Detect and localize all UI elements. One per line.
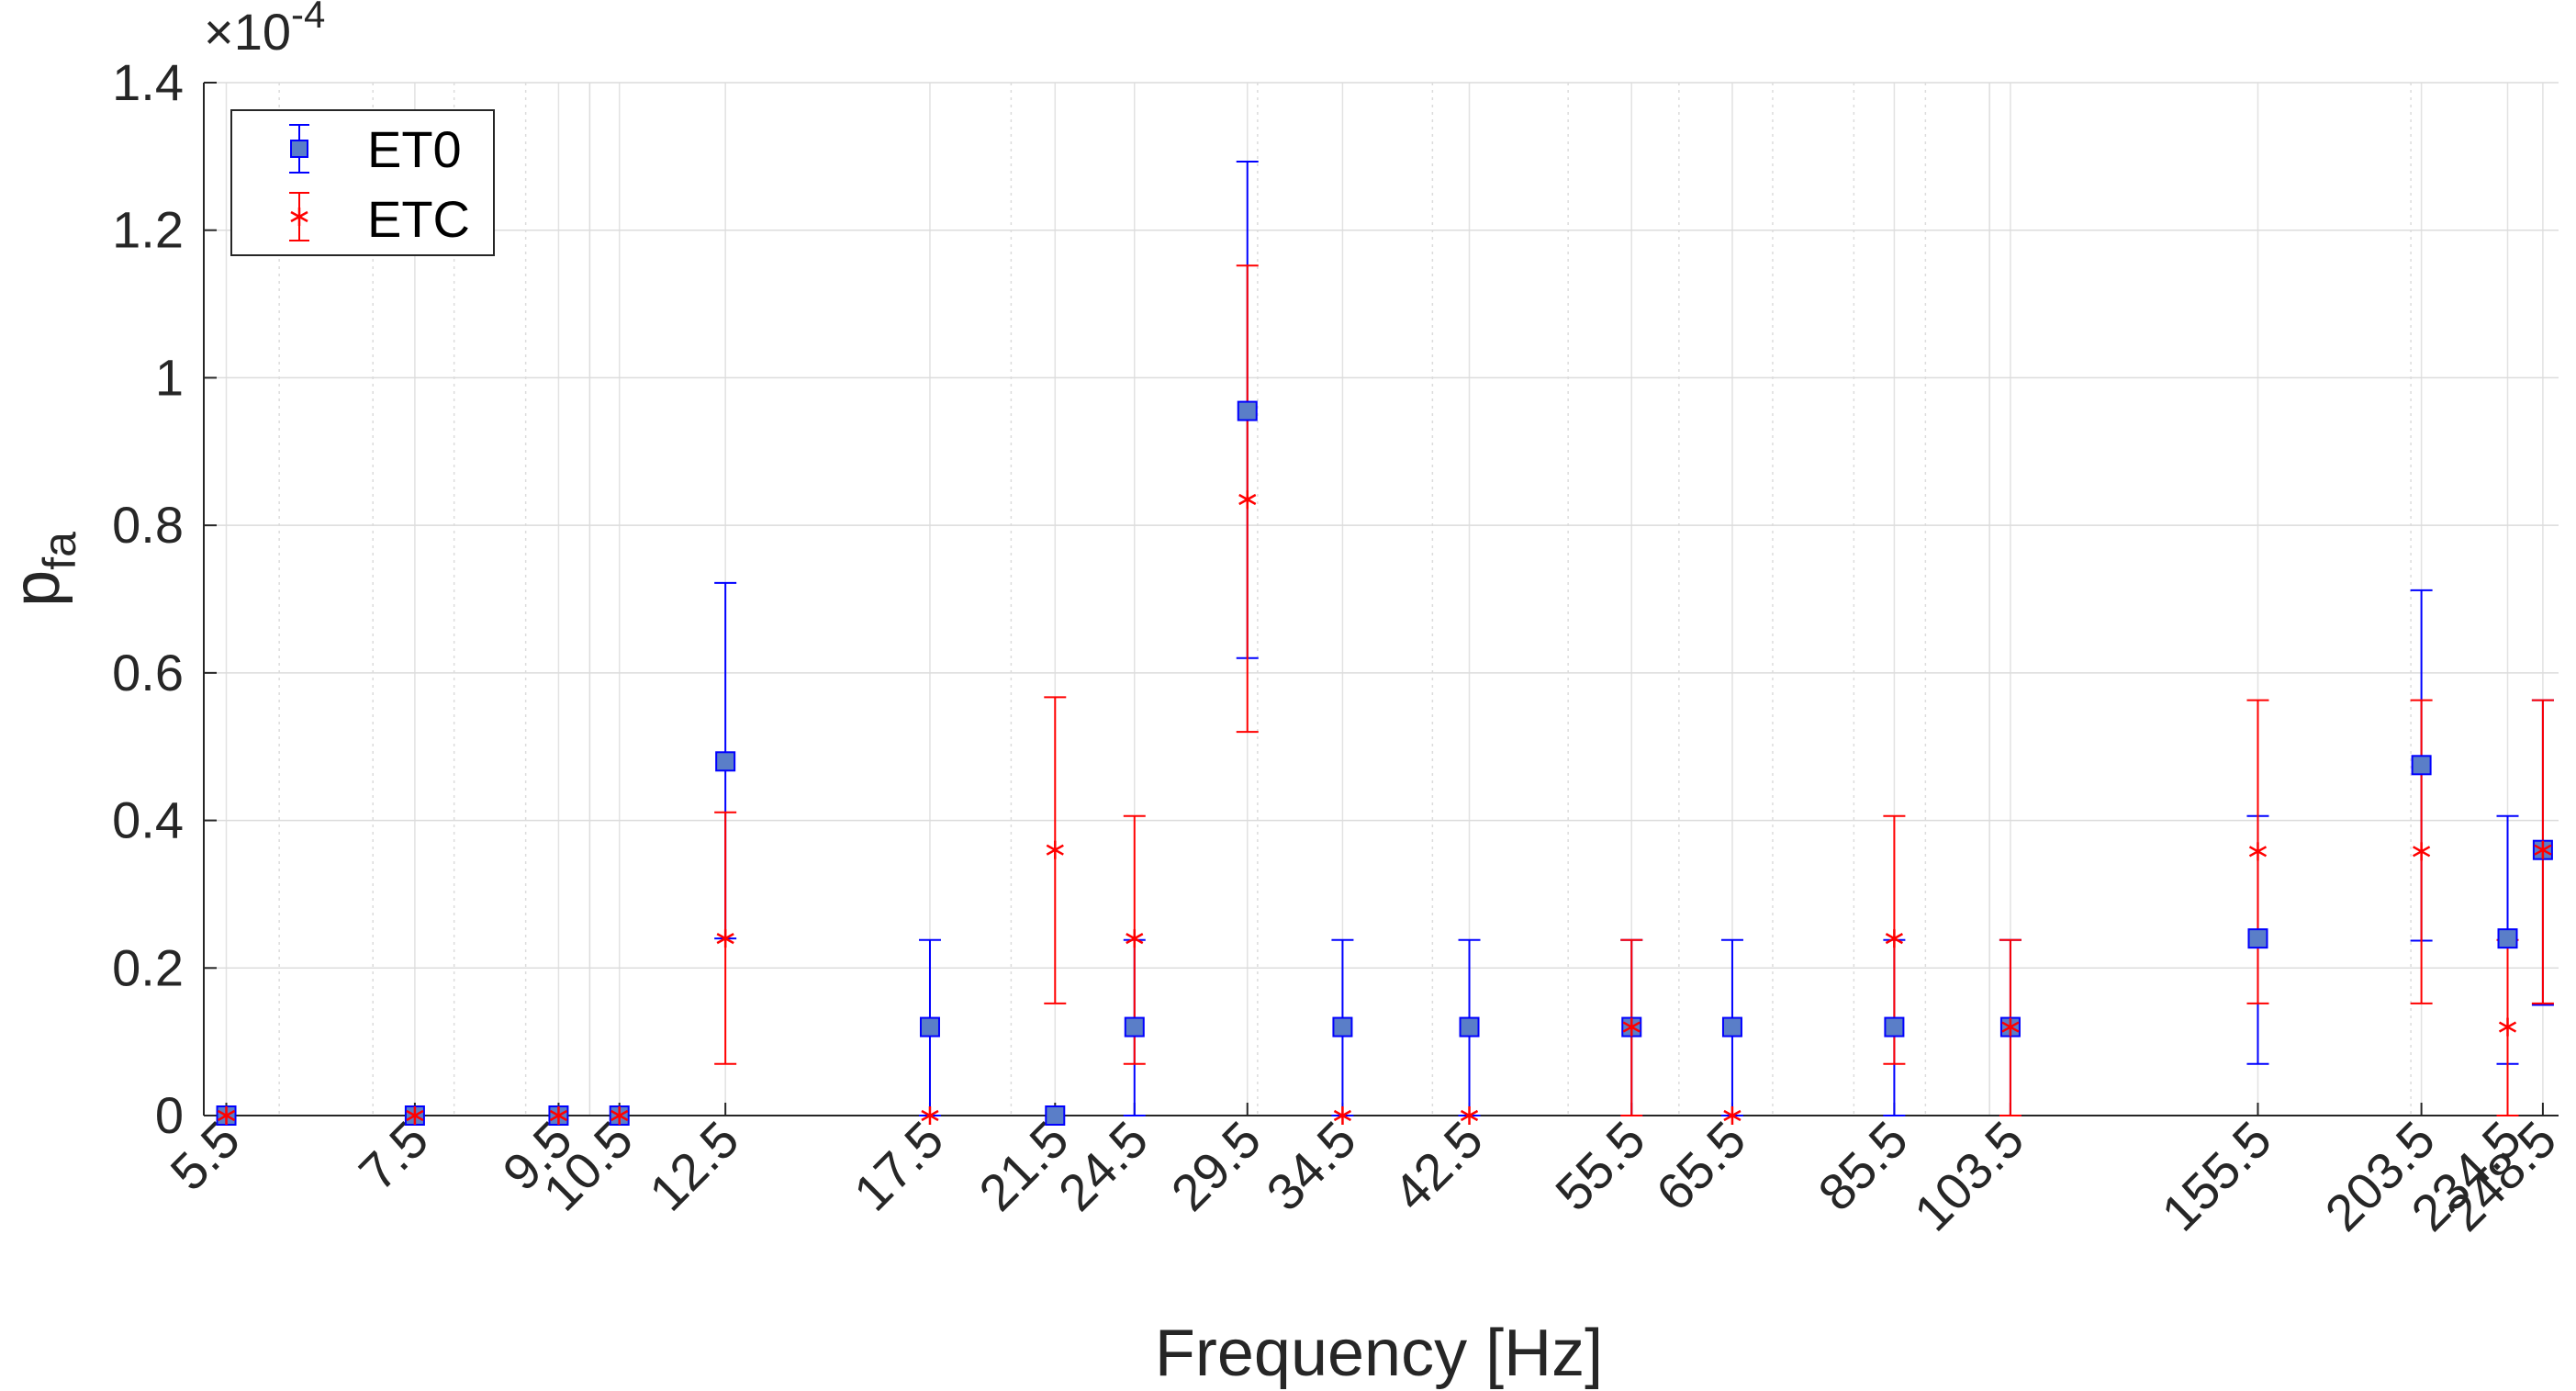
x-tick-labels: 5.5 7.5 9.510.512.5 17.5 21.524.5 29.534.5 42.… xyxy=(159,1110,2567,1242)
etc-point xyxy=(921,1106,939,1125)
y-tick-label: 1.4 xyxy=(112,53,184,111)
x-tick-label: 34.5 xyxy=(1255,1110,1367,1222)
etc-point-stroke xyxy=(549,1109,568,1122)
etc-point-stroke xyxy=(2248,846,2268,858)
legend-square-marker xyxy=(290,140,308,158)
legend-box xyxy=(230,109,495,256)
etc-point xyxy=(217,1106,236,1125)
markers xyxy=(216,400,2553,1126)
etc-point xyxy=(1333,1106,1352,1125)
etc-point xyxy=(1238,490,1257,510)
x-tick-label: 85.5 xyxy=(1807,1110,1919,1222)
y-tick-label: 0.6 xyxy=(112,644,184,701)
et0-point xyxy=(715,751,736,772)
y-tick-label: 0.2 xyxy=(112,938,184,996)
svg-text:pfa: pfa xyxy=(0,532,85,607)
etc-point-stroke xyxy=(1885,933,1904,945)
et0-point xyxy=(1124,1016,1145,1038)
y-tick-label: 0.4 xyxy=(112,791,184,849)
et0-point xyxy=(2411,755,2432,776)
x-tick-label: 103.5 xyxy=(1903,1110,2035,1242)
etc-point-stroke xyxy=(2001,1021,2020,1033)
etc-point xyxy=(2248,842,2268,861)
etc-point xyxy=(1723,1106,1742,1125)
y-tick-labels: 0 0.2 0.4 0.6 0.8 1 1.2 1.4 xyxy=(112,53,184,1144)
x-tick-label: 155.5 xyxy=(2150,1110,2282,1242)
etc-point-stroke xyxy=(1622,1021,1641,1033)
grid xyxy=(204,82,2559,1116)
y-tick-label: 0.8 xyxy=(112,496,184,554)
error-bars xyxy=(714,160,2554,1116)
etc-point-stroke xyxy=(1046,844,1064,856)
etc-point xyxy=(610,1106,629,1125)
et0-point xyxy=(1721,1016,1742,1038)
etc-point-stroke xyxy=(2413,846,2431,858)
etc-point xyxy=(1126,929,1144,948)
etc-point xyxy=(1885,929,1904,948)
etc-point xyxy=(2534,840,2552,859)
y-axis-label-sub: fa xyxy=(34,532,85,570)
et0-point xyxy=(1332,1016,1353,1038)
etc-point-stroke xyxy=(1333,1109,1352,1122)
legend: ET0 ETC xyxy=(230,109,495,256)
y-axis-exponent: ×10-4 xyxy=(204,0,325,61)
etc-point xyxy=(1622,1017,1641,1037)
x-tick-label: 17.5 xyxy=(843,1110,955,1222)
etc-point-stroke xyxy=(1460,1109,1479,1122)
x-tick-label: 12.5 xyxy=(638,1110,750,1222)
axes xyxy=(203,82,2559,1116)
x-axis-label: Frequency [Hz] xyxy=(1155,1317,1603,1390)
et0-point xyxy=(1459,1016,1480,1038)
etc-point-stroke xyxy=(1238,493,1257,506)
etc-point xyxy=(2001,1017,2020,1037)
etc-point-stroke xyxy=(1723,1109,1742,1122)
x-tick-label: 29.5 xyxy=(1160,1110,1272,1222)
x-tick-label: 42.5 xyxy=(1382,1110,1494,1222)
et0-point xyxy=(2247,928,2268,949)
y-axis-exponent-power: -4 xyxy=(291,0,325,36)
et0-point xyxy=(1237,400,1258,421)
legend-label-et0: ET0 xyxy=(367,120,462,178)
etc-point-stroke xyxy=(921,1109,939,1122)
etc-point-stroke xyxy=(716,933,734,945)
etc-point-stroke xyxy=(2498,1021,2517,1033)
x-tick-label: 7.5 xyxy=(348,1110,440,1202)
etc-point xyxy=(1460,1106,1479,1125)
x-tick-label: 55.5 xyxy=(1544,1110,1656,1222)
y-tick-label: 1 xyxy=(155,348,184,406)
x-tick-label: 24.5 xyxy=(1047,1110,1159,1222)
etc-point-stroke xyxy=(217,1109,236,1122)
etc-point-stroke xyxy=(1126,933,1144,945)
etc-point-stroke xyxy=(610,1109,629,1122)
et0-point xyxy=(919,1016,940,1038)
etc-point-stroke xyxy=(406,1109,424,1122)
etc-point-stroke xyxy=(2534,844,2552,856)
etc-point xyxy=(1046,840,1064,859)
etc-point xyxy=(2413,842,2431,861)
legend-asterisk-marker xyxy=(290,208,308,226)
legend-label-etc: ETC xyxy=(367,190,470,248)
et0-point xyxy=(1045,1105,1066,1126)
legend-item-et0: ET0 xyxy=(289,120,462,178)
y-axis-exponent-base: ×10 xyxy=(204,3,291,61)
y-tick-label: 0 xyxy=(155,1086,184,1144)
y-axis-label-main: p xyxy=(0,570,73,607)
et0-point xyxy=(1884,1016,1905,1038)
y-axis-label: pfa xyxy=(0,532,85,607)
x-tick-label: 65.5 xyxy=(1645,1110,1757,1222)
y-tick-label: 1.2 xyxy=(112,201,184,259)
legend-item-etc: ETC xyxy=(289,190,470,248)
etc-point xyxy=(2498,1017,2517,1037)
et0-point xyxy=(2497,928,2518,949)
etc-point xyxy=(406,1106,424,1125)
etc-point xyxy=(549,1106,568,1125)
etc-point xyxy=(716,929,734,948)
